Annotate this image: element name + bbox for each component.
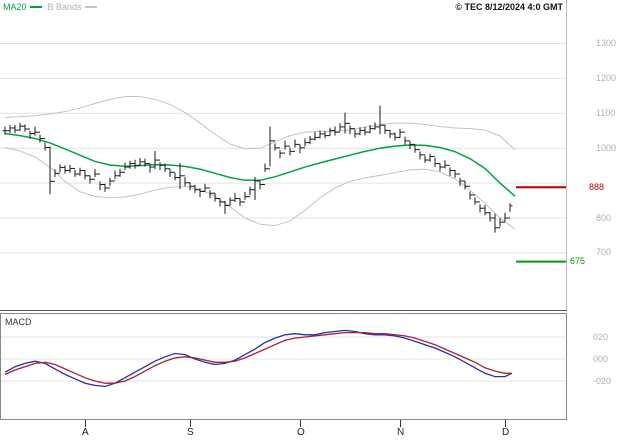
month-tick [505,420,506,427]
price-axis-label: 800 [596,212,612,223]
bbands-legend-label: B Bands [47,2,82,12]
price-axis-label: 700 [596,247,612,258]
macd-axis-label: 000 [593,353,609,364]
month-label: D [502,427,510,438]
macd-axis-label: -020 [593,375,612,386]
support-level-label: 675 [570,256,586,267]
resistance-level-label: 888 [589,181,605,192]
price-axis-label: 1000 [596,142,617,153]
month-label: A [82,427,89,438]
copyright-text: © TEC 8/12/2024 4:0 GMT [455,2,563,12]
month-label: O [297,427,305,438]
month-label: S [187,427,194,438]
price-axis-label: 1200 [596,72,617,83]
chart-legend: MA20 B Bands [3,2,97,12]
month-tick [400,420,401,427]
month-tick [85,420,86,427]
ma20-line-swatch [29,6,42,8]
ma20-legend-label: MA20 [3,2,27,12]
price-axis-label: 1300 [596,38,617,48]
price-chart [0,0,567,311]
month-label: N [397,427,405,438]
macd-panel-label: MACD [5,317,32,327]
bbands-line-swatch [84,6,97,8]
month-tick [190,420,191,427]
month-tick [300,420,301,427]
price-axis-label: 1100 [596,107,616,118]
macd-axis-label: 020 [593,331,609,342]
macd-chart [0,313,567,420]
